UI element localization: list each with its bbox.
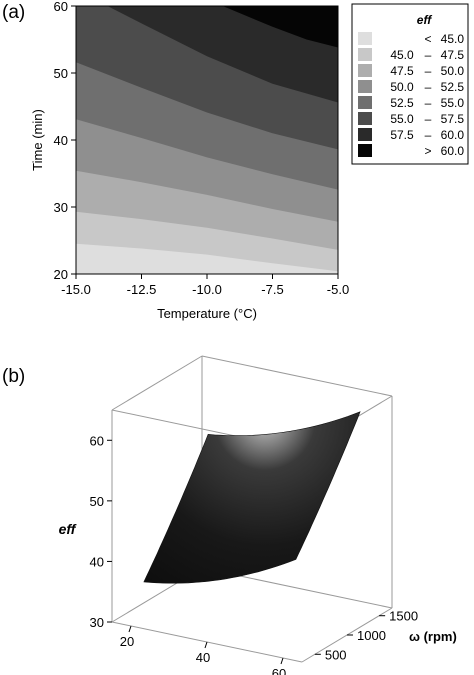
x-tick-label: 40: [196, 650, 210, 665]
x-tick-label: -5.0: [327, 282, 349, 297]
box-edge: [201, 355, 393, 397]
box-edge: [111, 355, 203, 411]
y-axis-label: Time (min): [30, 109, 45, 171]
legend-op: –: [425, 96, 432, 110]
legend-op: >: [424, 144, 431, 158]
x-axis-label: Temperature (°C): [157, 306, 257, 321]
x-tick-label: 20: [120, 634, 134, 649]
legend-low: 55.0: [390, 112, 414, 126]
legend-high: 52.5: [441, 80, 465, 94]
x-tick: [280, 657, 284, 665]
x-tick-label: -10.0: [192, 282, 222, 297]
z-tick-label: 30: [90, 615, 104, 630]
contour-region: [76, 6, 338, 48]
contour-regions: [76, 6, 338, 274]
panel-a-label: (a): [2, 2, 26, 23]
x-tick-label: 60: [272, 666, 286, 675]
x-tick: [204, 641, 208, 649]
legend-low: 47.5: [390, 64, 414, 78]
y-tick-label: 1000: [357, 628, 386, 643]
z-axis-label: eff: [59, 521, 77, 537]
x-tick: [128, 625, 132, 633]
x-tick-label: -7.5: [261, 282, 283, 297]
box-edge: [301, 395, 393, 451]
y-tick-label: 50: [54, 66, 68, 81]
panel-b-label: (b): [2, 366, 26, 387]
y-tick-label: 20: [54, 267, 68, 282]
box-edge: [111, 409, 303, 451]
legend-swatch: [358, 144, 372, 157]
contour-region: [76, 6, 338, 103]
box-edge: [301, 607, 393, 663]
legend-swatch: [358, 32, 372, 45]
x-tick-label: -12.5: [127, 282, 157, 297]
z-tick-label: 50: [90, 494, 104, 509]
legend-op: –: [425, 128, 432, 142]
legend-low: 57.5: [390, 128, 414, 142]
legend-high: 50.0: [441, 64, 465, 78]
legend-swatch: [358, 128, 372, 141]
legend-swatch: [358, 96, 372, 109]
legend-high: 45.0: [441, 32, 465, 46]
legend-low: 50.0: [390, 80, 414, 94]
y-tick-label: 1500: [389, 609, 418, 624]
y-tick-label: 500: [325, 647, 347, 662]
legend-high: 47.5: [441, 48, 465, 62]
y-axis-label: ω (rpm): [409, 629, 457, 644]
legend-swatch: [358, 48, 372, 61]
legend-op: <: [424, 32, 431, 46]
legend-op: –: [425, 80, 432, 94]
box-edge: [111, 567, 203, 623]
z-tick-label: 40: [90, 554, 104, 569]
legend-high: 60.0: [441, 144, 465, 158]
legend-swatch: [358, 64, 372, 77]
legend-low: 45.0: [390, 48, 414, 62]
legend-swatch: [358, 80, 372, 93]
legend-swatch: [358, 112, 372, 125]
y-tick-label: 30: [54, 200, 68, 215]
legend-high: 60.0: [441, 128, 465, 142]
legend-high: 57.5: [441, 112, 465, 126]
box-edge: [111, 621, 303, 663]
legend-op: –: [425, 64, 432, 78]
legend-high: 55.0: [441, 96, 465, 110]
legend-title: eff: [417, 13, 432, 27]
legend-op: –: [425, 112, 432, 126]
legend-low: 52.5: [390, 96, 414, 110]
box-edge: [201, 567, 393, 609]
contour-chart: -15.0 -12.5 -10.0 -7.5 -5.0 20 30 40 50 60 Tempera…: [30, 0, 469, 321]
response-surface: [143, 411, 361, 584]
legend-op: –: [425, 48, 432, 62]
plot-box: [111, 355, 393, 663]
y-tick-label: 60: [54, 0, 68, 14]
y-tick-label: 40: [54, 133, 68, 148]
x-tick-label: -15.0: [61, 282, 91, 297]
z-tick-label: 60: [90, 433, 104, 448]
